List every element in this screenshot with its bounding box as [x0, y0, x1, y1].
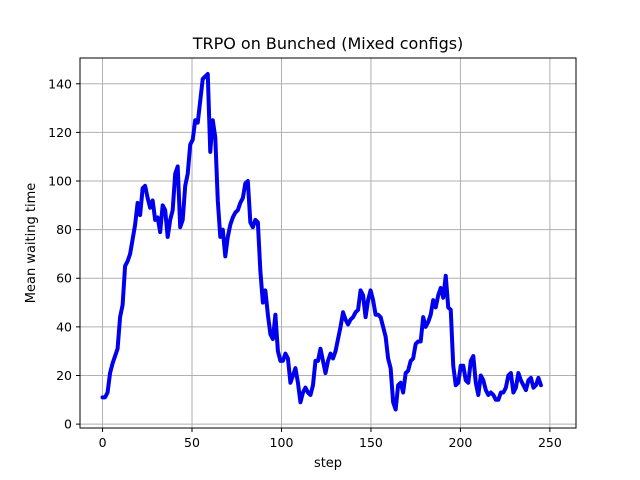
chart-title: TRPO on Bunched (Mixed configs) — [192, 34, 464, 53]
x-tick-label: 250 — [538, 435, 562, 450]
series-line — [100, 72, 543, 412]
y-tick-label: 0 — [64, 417, 72, 432]
x-tick-label: 50 — [184, 435, 200, 450]
y-tick-label: 120 — [48, 125, 72, 140]
y-tick-label: 60 — [56, 271, 72, 286]
y-axis-label: Mean waiting time — [24, 183, 39, 303]
y-tick-label: 40 — [56, 319, 72, 334]
y-tick-label: 140 — [48, 76, 72, 91]
x-tick-label: 150 — [359, 435, 383, 450]
y-axis: 0 20 40 60 80 100 120 140 — [48, 76, 80, 432]
plot-frame — [79, 57, 577, 429]
x-axis-label: step — [314, 456, 342, 471]
x-tick-label: 100 — [270, 435, 294, 450]
x-tick-label: 0 — [99, 435, 107, 450]
y-tick-label: 100 — [48, 174, 72, 189]
grid — [80, 58, 576, 428]
x-axis: 0 50 100 150 200 250 — [99, 428, 562, 450]
y-tick-label: 20 — [56, 368, 72, 383]
x-tick-label: 200 — [448, 435, 472, 450]
y-tick-label: 80 — [56, 222, 72, 237]
